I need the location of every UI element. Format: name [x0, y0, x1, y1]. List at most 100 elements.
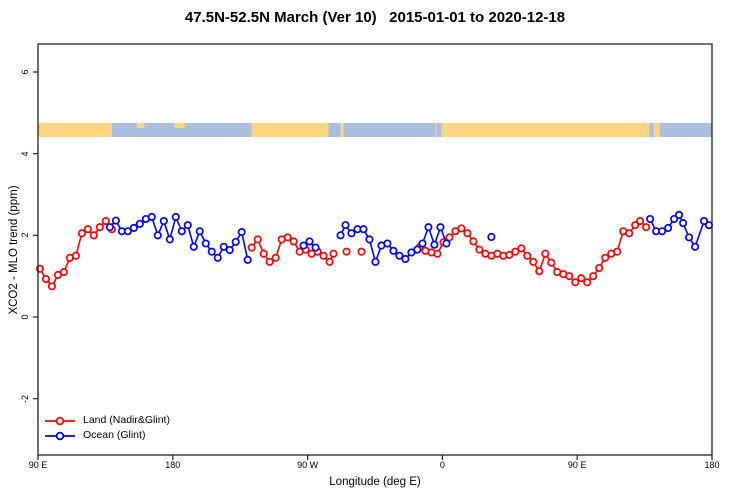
surface-band-ocean	[111, 123, 252, 137]
data-point	[541, 249, 550, 258]
data-point	[89, 231, 98, 240]
data-point	[413, 245, 422, 254]
surface-band-sliver-ocean	[436, 123, 442, 137]
surface-band-land	[435, 123, 650, 137]
data-point	[159, 216, 168, 226]
data-point	[225, 245, 234, 255]
y-tick-label: 6	[20, 69, 30, 75]
data-point	[523, 251, 532, 260]
surface-band-sliver-land	[136, 123, 145, 128]
data-point	[613, 247, 622, 256]
data-point	[433, 249, 442, 258]
data-point	[165, 235, 174, 244]
x-tick-label: 180	[704, 460, 720, 470]
data-point	[430, 240, 439, 249]
surface-band-ocean	[649, 123, 712, 137]
data-point	[679, 219, 688, 228]
data-point	[177, 227, 186, 236]
legend: Land (Nadir&Glint) Ocean (Glint)	[44, 413, 170, 443]
data-point	[577, 274, 586, 283]
legend-item-land: Land (Nadir&Glint)	[44, 413, 170, 428]
data-point	[700, 216, 709, 226]
surface-band-sliver-ocean	[328, 123, 341, 137]
data-point	[505, 250, 514, 259]
data-point	[535, 267, 544, 276]
data-point	[565, 272, 574, 281]
data-point	[336, 231, 345, 240]
x-tick-label: 180	[165, 460, 181, 470]
data-point	[631, 221, 640, 230]
surface-band-sliver-land	[174, 123, 185, 128]
data-point	[529, 257, 538, 266]
data-point	[71, 251, 80, 260]
data-point	[424, 223, 433, 232]
ocean-series-swatch-icon	[45, 431, 75, 440]
data-point	[299, 241, 308, 250]
data-point	[219, 242, 228, 251]
data-point	[487, 232, 496, 242]
data-point	[243, 255, 252, 264]
data-point	[685, 233, 694, 242]
data-point	[305, 237, 314, 246]
data-point	[123, 227, 132, 236]
data-point	[283, 233, 292, 242]
y-tick-label: 2	[20, 232, 30, 238]
series-line	[109, 214, 249, 261]
data-point	[401, 254, 410, 264]
data-point	[111, 216, 120, 225]
data-point	[153, 231, 162, 240]
data-point	[674, 210, 684, 219]
data-point	[207, 247, 216, 256]
data-point	[517, 244, 526, 253]
legend-item-ocean: Ocean (Glint)	[44, 428, 170, 443]
data-point	[642, 223, 651, 232]
data-point	[195, 227, 204, 236]
land-series-swatch-icon	[45, 416, 75, 425]
data-point	[189, 242, 198, 251]
plot-border	[37, 43, 713, 456]
data-point	[329, 249, 338, 258]
data-point	[371, 257, 380, 266]
data-point	[135, 219, 144, 228]
data-point	[259, 249, 268, 258]
data-point	[547, 258, 556, 267]
x-tick-label: 90 E	[567, 460, 587, 470]
chart-title: 47.5N-52.5N March (Ver 10) 2015-01-01 to…	[184, 9, 566, 26]
data-point	[357, 247, 366, 256]
data-point	[183, 221, 192, 230]
data-point	[457, 224, 466, 233]
data-point	[171, 212, 180, 222]
x-tick-label: 0	[439, 460, 445, 470]
data-point	[436, 223, 445, 232]
data-point	[347, 229, 356, 238]
data-point	[646, 214, 655, 224]
data-point	[625, 229, 634, 238]
x-tick-label: 90 E	[28, 460, 48, 470]
data-point	[389, 246, 398, 255]
data-point	[601, 253, 610, 262]
data-point	[595, 263, 604, 273]
data-point	[571, 278, 580, 287]
data-point	[95, 223, 104, 232]
data-point	[325, 257, 334, 266]
data-point	[289, 237, 298, 246]
y-tick-label: -2	[20, 394, 30, 403]
data-point	[101, 216, 110, 226]
data-point	[395, 251, 404, 260]
data-point	[41, 274, 50, 284]
data-point	[670, 214, 679, 224]
data-point	[365, 235, 374, 244]
x-axis-title: Longitude (deg E)	[329, 476, 421, 488]
data-point	[237, 228, 246, 237]
data-point	[201, 239, 210, 248]
data-point	[231, 237, 240, 246]
data-point	[271, 253, 280, 262]
data-point	[383, 239, 392, 248]
data-point	[583, 278, 592, 287]
legend-label-land: Land (Nadir&Glint)	[83, 414, 170, 426]
data-point	[691, 242, 700, 251]
data-point	[463, 229, 472, 238]
legend-label-ocean: Ocean (Glint)	[83, 429, 146, 441]
